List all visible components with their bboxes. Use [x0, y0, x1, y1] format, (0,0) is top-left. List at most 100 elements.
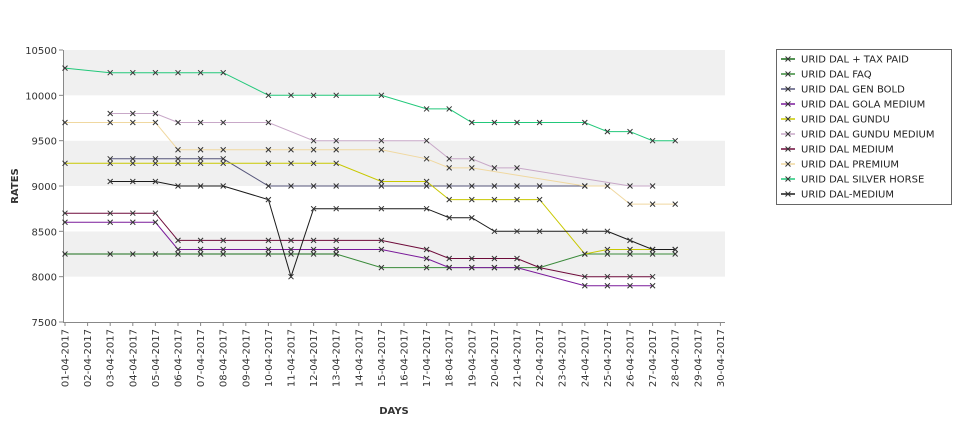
data-point-marker	[333, 251, 340, 257]
legend-marker	[785, 101, 791, 107]
data-point-marker	[446, 196, 453, 203]
data-point-marker	[333, 137, 340, 144]
data-point-marker	[107, 178, 114, 185]
data-point-marker	[446, 255, 453, 262]
data-point-marker	[265, 92, 272, 99]
legend-label: URID DAL PREMIUM	[801, 160, 899, 171]
legend-box	[776, 49, 952, 205]
data-point-marker	[197, 246, 204, 253]
data-point-marker	[175, 160, 181, 167]
data-point-marker	[536, 264, 543, 271]
data-point-marker	[220, 160, 227, 167]
data-point-marker	[220, 251, 227, 257]
data-point-marker	[581, 228, 588, 235]
data-point-marker	[152, 178, 159, 185]
y-axis-ticks: 7500 8000 8500 9000 9500 10000 10500	[25, 46, 63, 329]
data-point-marker	[604, 273, 611, 280]
data-point-marker	[129, 219, 136, 226]
data-point-marker	[468, 255, 475, 262]
series-layer	[62, 65, 679, 289]
data-point-marker	[378, 92, 385, 99]
series	[62, 65, 679, 144]
data-point-marker	[197, 155, 204, 162]
data-point-marker	[288, 251, 294, 257]
data-point-marker	[627, 246, 633, 253]
x-tick-label: 11-04-2017	[287, 329, 298, 387]
data-point-marker	[491, 255, 498, 262]
data-point-marker	[107, 69, 114, 76]
data-point-marker	[197, 146, 204, 153]
data-point-marker	[62, 65, 68, 71]
data-point-marker	[468, 196, 475, 203]
legend-marker	[785, 131, 791, 137]
x-tick-label: 26-04-2017	[626, 329, 637, 387]
data-point-marker	[310, 205, 317, 212]
y-tick-label: 10000	[25, 91, 57, 102]
data-point-marker	[62, 119, 68, 126]
series	[107, 178, 679, 280]
data-point-marker	[129, 210, 136, 217]
data-point-marker	[197, 237, 204, 244]
data-point-marker	[62, 160, 68, 167]
data-point-marker	[310, 137, 317, 144]
x-tick-label: 18-04-2017	[445, 329, 456, 387]
data-point-marker	[627, 273, 633, 280]
data-point-marker	[152, 110, 159, 117]
data-point-marker	[265, 246, 272, 253]
legend-marker	[785, 86, 791, 92]
data-point-marker	[536, 119, 543, 126]
data-point-marker	[310, 146, 317, 153]
data-point-marker	[468, 264, 475, 271]
x-tick-label: 24-04-2017	[580, 329, 591, 387]
data-point-marker	[265, 183, 272, 189]
data-point-marker	[175, 183, 181, 189]
data-point-marker	[378, 246, 385, 253]
legend-marker	[785, 146, 791, 152]
x-tick-label: 04-04-2017	[128, 329, 139, 387]
data-point-marker	[152, 155, 159, 162]
data-point-marker	[491, 183, 498, 189]
x-tick-label: 14-04-2017	[354, 329, 365, 387]
data-point-marker	[649, 246, 656, 253]
legend-item: URID DAL + TAX PAID	[781, 55, 909, 66]
legend-marker	[785, 191, 791, 197]
data-point-marker	[62, 210, 68, 217]
data-point-marker	[107, 155, 114, 162]
x-tick-label: 25-04-2017	[603, 329, 614, 387]
x-tick-label: 08-04-2017	[219, 329, 230, 387]
data-point-marker	[197, 251, 204, 257]
data-point-marker	[491, 165, 498, 171]
data-point-marker	[288, 160, 294, 167]
data-point-marker	[288, 146, 294, 153]
series	[62, 119, 679, 207]
grid-band	[63, 95, 725, 141]
data-point-marker	[423, 155, 430, 162]
data-point-marker	[310, 237, 317, 244]
x-tick-label: 15-04-2017	[377, 329, 388, 387]
y-tick-label: 9500	[32, 137, 57, 148]
legend-item: URID DAL GUNDU	[781, 115, 890, 126]
data-point-marker	[265, 146, 272, 153]
data-point-marker	[333, 146, 340, 153]
x-tick-label: 23-04-2017	[558, 329, 569, 387]
data-point-marker	[536, 196, 543, 203]
x-tick-label: 27-04-2017	[648, 329, 659, 387]
x-tick-label: 16-04-2017	[400, 329, 411, 387]
data-point-marker	[107, 110, 114, 117]
data-point-marker	[423, 183, 430, 189]
grid-band	[63, 276, 725, 322]
data-point-marker	[378, 178, 385, 185]
data-point-marker	[129, 155, 136, 162]
data-point-marker	[152, 210, 159, 217]
y-tick-label: 10500	[25, 46, 57, 57]
data-point-marker	[468, 155, 475, 162]
legend-label: URID DAL GUNDU MEDIUM	[801, 130, 935, 141]
legend-marker	[785, 71, 791, 77]
y-tick-label: 8500	[32, 227, 57, 238]
data-point-marker	[627, 282, 633, 289]
data-point-marker	[129, 251, 136, 257]
data-point-marker	[175, 69, 181, 76]
data-point-marker	[468, 165, 475, 171]
legend-label: URID DAL GOLA MEDIUM	[801, 100, 925, 111]
data-point-marker	[446, 264, 453, 271]
